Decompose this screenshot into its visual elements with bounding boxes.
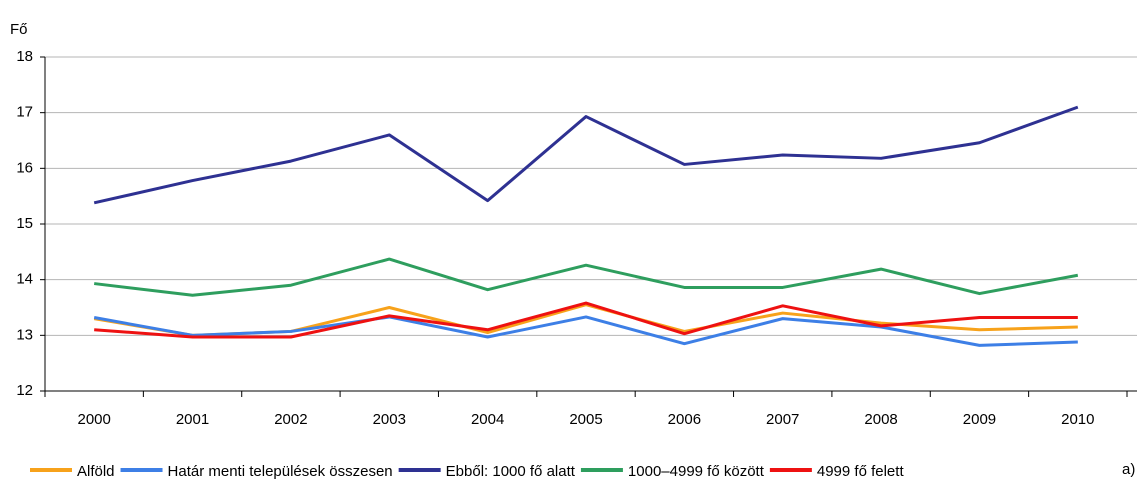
x-tick-label: 2004 [471, 411, 504, 428]
legend-label: Határ menti települések összesen [168, 463, 393, 480]
y-axis-label: Fő [10, 21, 28, 38]
y-tick-label: 15 [16, 215, 33, 232]
x-tick-label: 2006 [668, 411, 701, 428]
note: a) [1122, 461, 1135, 478]
x-tick-label: 2009 [963, 411, 996, 428]
series-line [93, 315, 1078, 347]
x-tick-label: 2002 [274, 411, 307, 428]
x-tick-label: 2008 [864, 411, 897, 428]
y-tick-label: 12 [16, 382, 33, 399]
series-line [94, 257, 1079, 297]
legend-label: 1000–4999 fő között [628, 463, 765, 480]
y-tick-label: 14 [16, 271, 33, 288]
legend-label: Alföld [77, 463, 115, 480]
x-tick-label: 2005 [569, 411, 602, 428]
y-tick-label: 16 [16, 159, 33, 176]
x-tick-label: 2003 [373, 411, 406, 428]
y-tick-label: 18 [16, 48, 33, 65]
series-line [93, 105, 1079, 205]
legend-label: 4999 fő felett [817, 463, 905, 480]
y-tick-label: 17 [16, 104, 33, 121]
x-tick-label: 2000 [77, 411, 110, 428]
x-tick-label: 2001 [176, 411, 209, 428]
legend-label: Ebből: 1000 fő alatt [446, 463, 576, 480]
x-tick-label: 2010 [1061, 411, 1094, 428]
y-tick-label: 13 [16, 326, 33, 343]
series-line [93, 303, 1078, 337]
x-tick-label: 2007 [766, 411, 799, 428]
series-line [94, 301, 1078, 339]
